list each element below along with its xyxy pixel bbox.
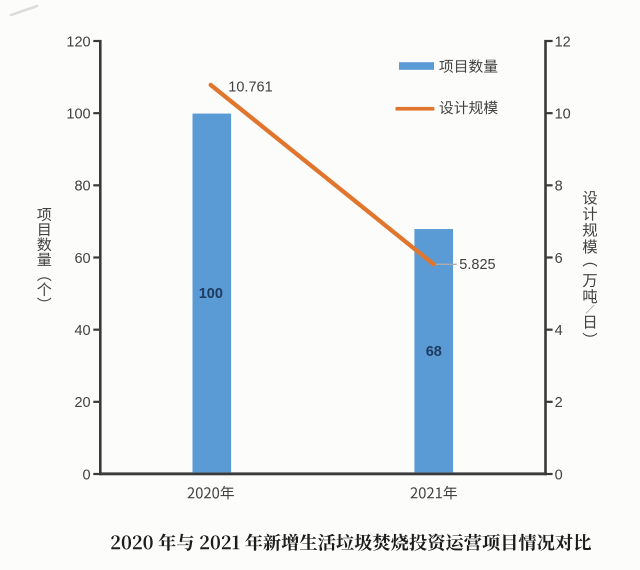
svg-text:8: 8 [555, 179, 563, 195]
svg-text:0: 0 [555, 467, 563, 483]
svg-text:40: 40 [74, 323, 90, 339]
svg-text:0: 0 [83, 467, 91, 483]
svg-text:10.761: 10.761 [228, 80, 272, 96]
svg-text:100: 100 [199, 286, 223, 302]
svg-text:80: 80 [74, 179, 90, 195]
svg-text:12: 12 [555, 34, 571, 50]
svg-text:10: 10 [555, 107, 571, 123]
svg-text:68: 68 [426, 344, 442, 360]
svg-text:2: 2 [555, 395, 563, 411]
svg-text:5.825: 5.825 [459, 257, 495, 273]
svg-text:6: 6 [555, 251, 563, 267]
svg-text:4: 4 [555, 323, 563, 339]
svg-text:60: 60 [74, 251, 90, 267]
svg-text:20: 20 [74, 395, 90, 411]
svg-text:100: 100 [66, 107, 90, 123]
svg-text:120: 120 [66, 34, 90, 50]
